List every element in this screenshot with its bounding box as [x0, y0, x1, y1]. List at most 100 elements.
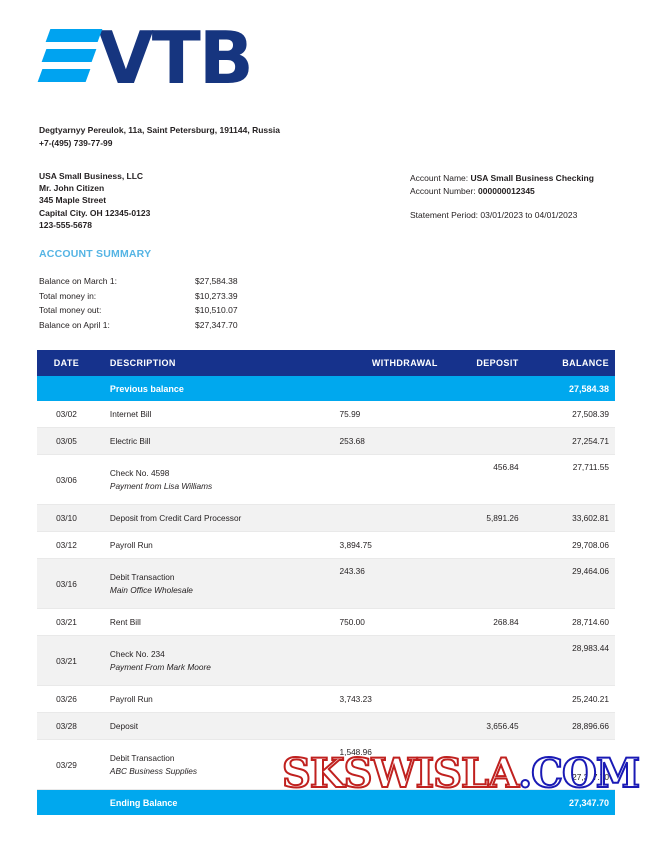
account-info-block: Account Name: USA Small Business Checkin…: [410, 172, 594, 222]
table-row: 03/21 Rent Bill 750.00 268.84 28,714.60: [37, 608, 615, 636]
site-watermark: SKSWISLA.COM: [281, 750, 641, 797]
account-number-row: Account Number: 000000012345: [410, 185, 594, 198]
row-deposit: 268.84: [441, 608, 523, 636]
row-description-main: Debit Transaction: [109, 571, 175, 582]
watermark-site-name: SKSWISLA: [281, 750, 520, 797]
row-description: Electric Bill: [95, 427, 332, 455]
bank-address: Degtyarnyy Pereulok, 11a, Saint Petersbu…: [39, 124, 280, 149]
bank-logo: VTB: [37, 22, 254, 94]
row-description-sub: Main Office Wholesale: [109, 584, 193, 595]
row-deposit: [441, 401, 523, 428]
row-description-main: Deposit from Credit Card Processor: [109, 512, 242, 523]
account-name-value: USA Small Business Checking: [470, 173, 594, 183]
statement-period: Statement Period: 03/01/2023 to 04/01/20…: [410, 210, 578, 220]
row-withdrawal: 253.68: [331, 427, 442, 455]
row-description: Deposit: [95, 712, 332, 740]
row-date: 03/29: [37, 739, 96, 790]
row-description-main: Debit Transaction: [109, 752, 175, 763]
summary-row: Total money in: $10,273.39: [39, 289, 238, 304]
row-description: Rent Bill: [95, 608, 332, 636]
column-header-withdrawal: WITHDRAWAL: [331, 350, 442, 376]
bank-phone: +7-(495) 739-77-99: [39, 137, 113, 148]
customer-street: 345 Maple Street: [39, 195, 107, 206]
ending-balance-label: Ending Balance: [95, 789, 332, 815]
table-row: 03/16 Debit Transaction Main Office Whol…: [37, 558, 615, 609]
row-date: 03/10: [37, 504, 96, 532]
row-withdrawal: [331, 635, 442, 686]
row-description-main: Rent Bill: [109, 616, 141, 627]
summary-value: $10,510.07: [195, 305, 238, 316]
summary-row: Balance on April 1: $27,347.70: [39, 318, 238, 333]
row-withdrawal: 3,743.23: [331, 685, 442, 713]
account-summary-body: Balance on March 1: $27,584.38 Total mon…: [39, 274, 238, 332]
ending-balance-row: Ending Balance 27,347.70: [37, 789, 615, 815]
row-date: 03/21: [37, 635, 96, 686]
row-description: Check No. 234 Payment From Mark Moore: [95, 635, 332, 686]
row-date: 03/21: [37, 608, 96, 636]
row-balance: 28,714.60: [522, 608, 615, 636]
row-description: Deposit from Credit Card Processor: [95, 504, 332, 532]
transactions-table: DATE DESCRIPTION WITHDRAWAL DEPOSIT BALA…: [37, 350, 615, 815]
row-deposit: [441, 635, 523, 686]
previous-balance-label: Previous balance: [95, 376, 332, 401]
customer-name: Mr. John Citizen: [39, 183, 105, 194]
previous-balance-amount: 27,584.38: [522, 376, 615, 401]
table-row: 03/12 Payroll Run 3,894.75 29,708.06: [37, 531, 615, 559]
table-row: 03/21 Check No. 234 Payment From Mark Mo…: [37, 635, 615, 686]
row-description-main: Deposit: [109, 720, 139, 731]
transactions-body: Previous balance 27,584.38 03/02 Interne…: [37, 376, 615, 815]
row-balance: 33,602.81: [522, 504, 615, 532]
row-description-sub: Payment from Lisa Williams: [109, 480, 213, 491]
transactions-header: DATE DESCRIPTION WITHDRAWAL DEPOSIT BALA…: [37, 350, 615, 376]
row-date: 03/12: [37, 531, 96, 559]
previous-balance-deposit: [441, 376, 523, 401]
row-description-sub: ABC Business Supplies: [109, 765, 198, 776]
row-description: Debit Transaction ABC Business Supplies: [95, 739, 332, 790]
summary-value: $10,273.39: [195, 290, 238, 301]
row-balance: 27,508.39: [522, 401, 615, 428]
column-header-date: DATE: [37, 350, 96, 376]
row-withdrawal: [331, 712, 442, 740]
row-balance: 28,896.66: [522, 712, 615, 740]
previous-balance-withdrawal: [331, 376, 442, 401]
previous-balance-row: Previous balance 27,584.38: [37, 376, 615, 401]
row-balance: 28,983.44: [522, 635, 615, 686]
summary-label: Total money out:: [39, 305, 102, 316]
row-withdrawal: [331, 504, 442, 532]
account-summary-table: Balance on March 1: $27,584.38 Total mon…: [39, 274, 238, 332]
summary-value: $27,584.38: [195, 276, 238, 286]
row-withdrawal: 75.99: [331, 401, 442, 428]
transactions-header-row: DATE DESCRIPTION WITHDRAWAL DEPOSIT BALA…: [37, 350, 615, 376]
vtb-stripes-icon: [37, 22, 103, 94]
row-description: Internet Bill: [95, 401, 332, 428]
customer-phone: 123-555-5678: [39, 219, 92, 230]
row-date: 03/05: [37, 427, 96, 455]
summary-value: $27,347.70: [195, 319, 238, 330]
row-deposit: [441, 558, 523, 609]
table-row: 03/10 Deposit from Credit Card Processor…: [37, 504, 615, 532]
row-balance: 29,708.06: [522, 531, 615, 559]
row-deposit: [441, 427, 523, 455]
row-date: 03/06: [37, 454, 96, 505]
table-row: 03/28 Deposit 3,656.45 28,896.66: [37, 712, 615, 740]
row-withdrawal: 3,894.75: [331, 531, 442, 559]
row-date: 03/16: [37, 558, 96, 609]
row-withdrawal: 243.36: [331, 558, 442, 609]
account-name-row: Account Name: USA Small Business Checkin…: [410, 172, 594, 185]
row-deposit: [441, 685, 523, 713]
row-withdrawal: 1,548.96: [331, 739, 442, 790]
account-name-label: Account Name:: [410, 173, 469, 183]
row-balance: 25,240.21: [522, 685, 615, 713]
row-balance: 27,711.55: [522, 454, 615, 505]
customer-address-block: USA Small Business, LLC Mr. John Citizen…: [39, 170, 150, 231]
row-description-main: Payroll Run: [109, 693, 153, 704]
column-header-balance: BALANCE: [522, 350, 615, 376]
previous-balance-date: [37, 376, 96, 401]
row-withdrawal: [331, 454, 442, 505]
row-date: 03/28: [37, 712, 96, 740]
column-header-deposit: DEPOSIT: [441, 350, 523, 376]
ending-balance-amount: 27,347.70: [522, 789, 615, 815]
row-description-main: Check No. 234: [109, 648, 165, 659]
summary-label: Balance on March 1:: [39, 276, 117, 286]
customer-city-state-zip: Capital City. OH 12345-0123: [39, 207, 151, 218]
